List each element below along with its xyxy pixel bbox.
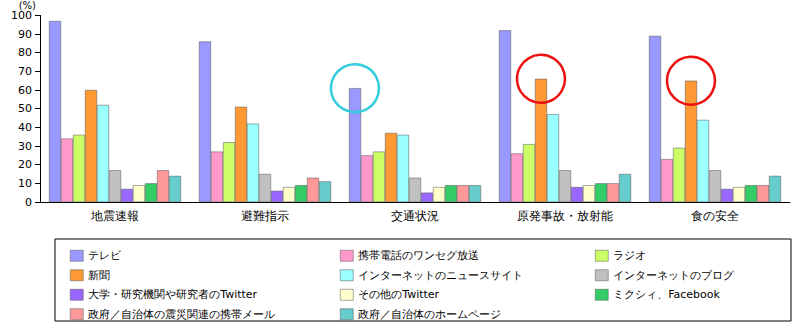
svg-text:80: 80 bbox=[18, 46, 32, 59]
svg-text:10: 10 bbox=[18, 177, 32, 190]
svg-text:40: 40 bbox=[18, 121, 32, 134]
svg-text:その他のTwitter: その他のTwitter bbox=[358, 288, 439, 301]
svg-text:インターネットのニュースサイト: インターネットのニュースサイト bbox=[358, 269, 523, 282]
svg-text:携帯電話のワンセグ放送: 携帯電話のワンセグ放送 bbox=[358, 249, 479, 262]
svg-text:テレビ: テレビ bbox=[88, 249, 122, 262]
svg-text:原発事故・放射能: 原発事故・放射能 bbox=[517, 209, 613, 223]
svg-text:30: 30 bbox=[18, 140, 32, 153]
svg-text:100: 100 bbox=[11, 9, 32, 22]
svg-text:90: 90 bbox=[18, 28, 32, 41]
svg-text:食の安全: 食の安全 bbox=[691, 209, 739, 223]
svg-text:インターネットのブログ: インターネットのブログ bbox=[613, 269, 735, 282]
svg-text:60: 60 bbox=[18, 84, 32, 97]
svg-text:政府／自治体のホームページ: 政府／自治体のホームページ bbox=[358, 308, 501, 321]
svg-text:ラジオ: ラジオ bbox=[613, 249, 646, 262]
svg-text:政府／自治体の震災関連の携帯メール: 政府／自治体の震災関連の携帯メール bbox=[88, 308, 275, 321]
svg-text:地震速報: 地震速報 bbox=[90, 209, 139, 223]
svg-text:ミクシィ、Facebook: ミクシィ、Facebook bbox=[613, 288, 720, 301]
svg-text:0: 0 bbox=[25, 196, 32, 209]
svg-text:20: 20 bbox=[18, 158, 32, 171]
svg-text:避難指示: 避難指示 bbox=[241, 209, 289, 223]
svg-text:交通状況: 交通状況 bbox=[391, 209, 439, 223]
svg-text:70: 70 bbox=[18, 65, 32, 78]
svg-text:新聞: 新聞 bbox=[88, 269, 110, 282]
svg-text:50: 50 bbox=[18, 102, 32, 115]
svg-text:大学・研究機関や研究者のTwitter: 大学・研究機関や研究者のTwitter bbox=[88, 288, 257, 301]
